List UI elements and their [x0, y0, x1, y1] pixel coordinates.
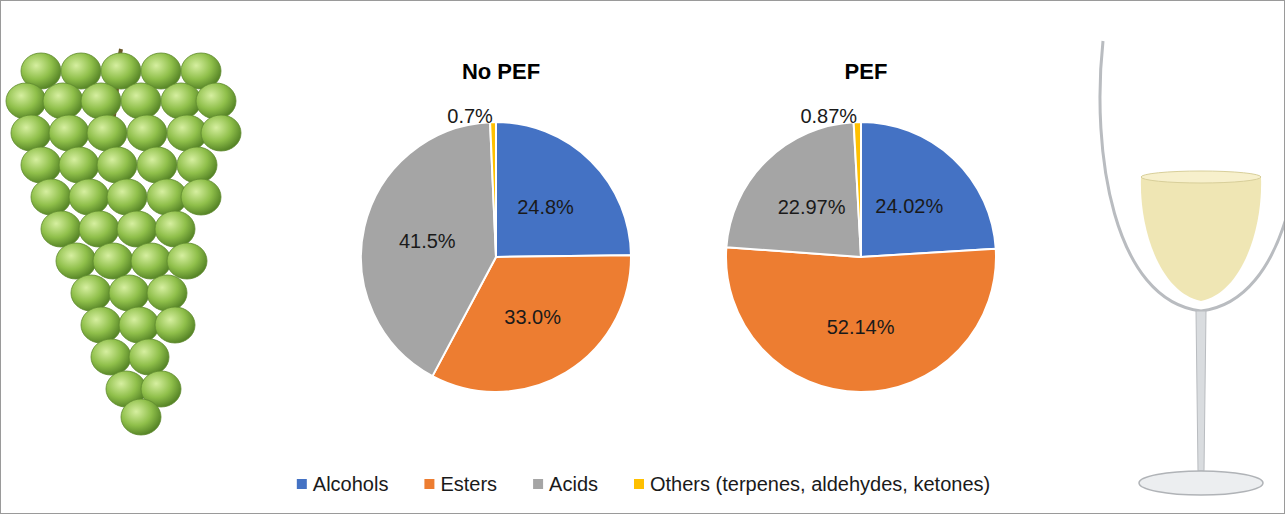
svg-text:0.87%: 0.87% — [800, 105, 857, 127]
svg-text:Acids: Acids — [549, 473, 598, 495]
svg-text:Esters: Esters — [440, 473, 497, 495]
svg-text:PEF: PEF — [845, 59, 888, 84]
svg-text:41.5%: 41.5% — [399, 230, 456, 252]
svg-text:Others (terpenes, aldehydes, k: Others (terpenes, aldehydes, ketones) — [650, 473, 990, 495]
svg-text:Alcohols: Alcohols — [313, 473, 389, 495]
svg-text:No PEF: No PEF — [462, 59, 540, 84]
svg-text:24.8%: 24.8% — [517, 196, 574, 218]
svg-text:24.02%: 24.02% — [875, 195, 943, 217]
svg-text:0.7%: 0.7% — [447, 105, 493, 127]
svg-text:22.97%: 22.97% — [778, 196, 846, 218]
svg-text:33.0%: 33.0% — [504, 306, 561, 328]
svg-text:52.14%: 52.14% — [827, 316, 895, 338]
